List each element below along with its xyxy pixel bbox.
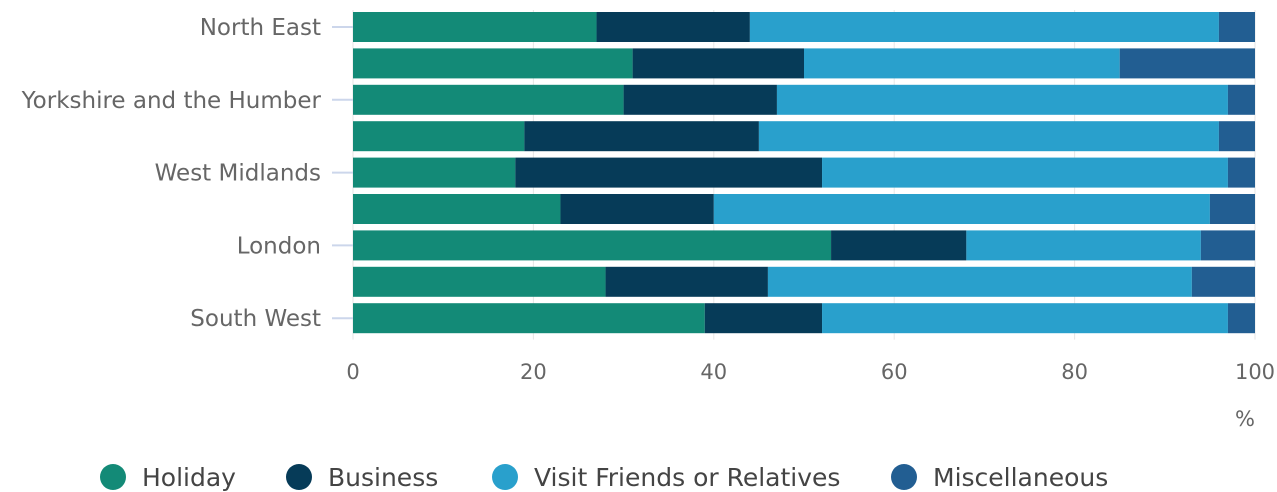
bar-miscellaneous-row-6 — [1201, 230, 1255, 260]
y-tick-label: West Midlands — [155, 161, 321, 187]
legend-label: Visit Friends or Relatives — [534, 463, 840, 492]
legend-item: Visit Friends or Relatives — [492, 463, 840, 492]
bar-holiday-row-8 — [353, 303, 705, 333]
bar-business-row-7 — [606, 267, 768, 297]
x-tick-label: 100 — [1235, 360, 1275, 384]
bar-business-row-0 — [597, 12, 750, 42]
legend-label: Miscellaneous — [933, 463, 1108, 492]
y-tick-label: South West — [190, 306, 321, 332]
bar-miscellaneous-row-5 — [1210, 194, 1255, 224]
x-tick-label: 40 — [700, 360, 727, 384]
legend-label: Holiday — [142, 463, 236, 492]
x-axis-unit: % — [1235, 407, 1255, 431]
bar-miscellaneous-row-3 — [1219, 121, 1255, 151]
bar-miscellaneous-row-4 — [1228, 158, 1255, 188]
legend-marker-icon — [286, 464, 312, 490]
bar-business-row-2 — [624, 85, 777, 115]
x-axis: 0 20 40 60 80 100% — [346, 360, 1275, 431]
y-tick-label: North East — [200, 15, 321, 41]
x-tick-label: 0 — [346, 360, 359, 384]
bar-holiday-row-3 — [353, 121, 524, 151]
bar-miscellaneous-row-7 — [1192, 267, 1255, 297]
bar-visit-friends-or-relatives-row-0 — [750, 12, 1219, 42]
legend: Holiday Business Visit Friends or Relative… — [100, 463, 1108, 492]
bar-business-row-6 — [831, 230, 966, 260]
bar-visit-friends-or-relatives-row-5 — [714, 194, 1210, 224]
bar-business-row-8 — [705, 303, 822, 333]
legend-marker-icon — [100, 464, 126, 490]
bars — [353, 12, 1255, 333]
bar-holiday-row-2 — [353, 85, 624, 115]
legend-marker-icon — [891, 464, 917, 490]
legend-item: Holiday — [100, 463, 236, 492]
y-tick-label: London — [237, 233, 321, 259]
bar-business-row-1 — [633, 48, 804, 78]
bar-miscellaneous-row-8 — [1228, 303, 1255, 333]
bar-visit-friends-or-relatives-row-3 — [759, 121, 1219, 151]
bar-holiday-row-4 — [353, 158, 515, 188]
bar-miscellaneous-row-2 — [1228, 85, 1255, 115]
bar-holiday-row-1 — [353, 48, 633, 78]
legend-marker-icon — [492, 464, 518, 490]
bar-visit-friends-or-relatives-row-8 — [822, 303, 1228, 333]
bar-visit-friends-or-relatives-row-6 — [966, 230, 1201, 260]
legend-item: Miscellaneous — [891, 463, 1108, 492]
bar-holiday-row-5 — [353, 194, 560, 224]
y-tick-label: Yorkshire and the Humber — [21, 88, 322, 114]
bar-visit-friends-or-relatives-row-4 — [822, 158, 1228, 188]
bar-visit-friends-or-relatives-row-1 — [804, 48, 1120, 78]
x-tick-label: 20 — [520, 360, 547, 384]
x-tick-label: 80 — [1061, 360, 1088, 384]
y-axis: North East Yorkshire and the Humber West M… — [21, 15, 353, 332]
bar-visit-friends-or-relatives-row-7 — [768, 267, 1192, 297]
bar-holiday-row-0 — [353, 12, 597, 42]
bar-miscellaneous-row-1 — [1120, 48, 1255, 78]
bar-visit-friends-or-relatives-row-2 — [777, 85, 1228, 115]
bar-holiday-row-7 — [353, 267, 606, 297]
bar-business-row-5 — [560, 194, 713, 224]
bar-holiday-row-6 — [353, 230, 831, 260]
legend-label: Business — [328, 463, 438, 492]
legend-item: Business — [286, 463, 438, 492]
bar-business-row-4 — [515, 158, 822, 188]
x-tick-label: 60 — [881, 360, 908, 384]
bar-miscellaneous-row-0 — [1219, 12, 1255, 42]
bar-business-row-3 — [524, 121, 759, 151]
